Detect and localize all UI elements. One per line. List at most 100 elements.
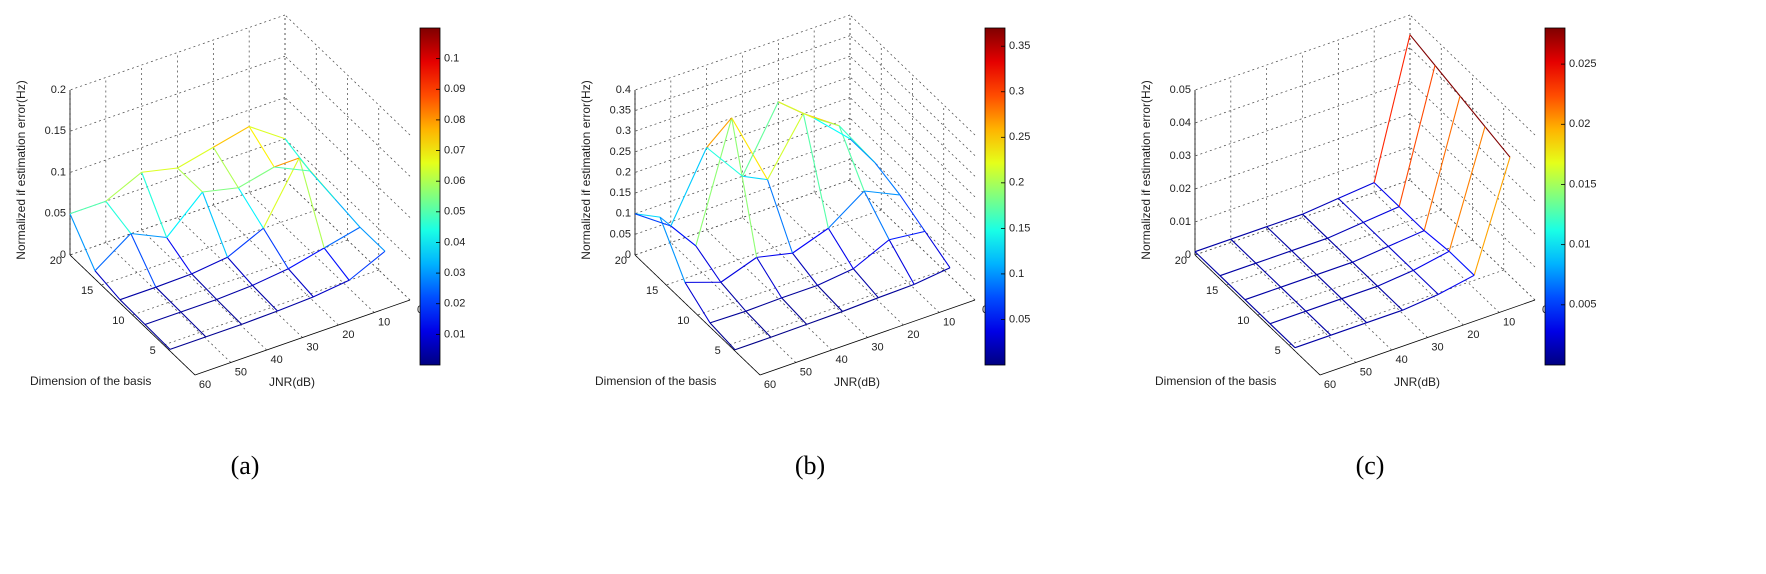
mesh-segment (205, 323, 242, 338)
mesh-segment (842, 297, 879, 312)
mesh-segment (852, 239, 890, 270)
mesh-segment (288, 247, 325, 270)
grid-line (849, 76, 976, 198)
mesh-segment (766, 179, 794, 254)
mesh-segment (1363, 206, 1400, 223)
x-tick-label: 50 (800, 366, 812, 378)
mesh-segment (348, 250, 386, 281)
mesh-segment (1448, 126, 1486, 252)
mesh-segment (1338, 182, 1375, 199)
y-tick-label: 20 (1175, 255, 1187, 267)
axis-line (1194, 254, 1321, 376)
grid-line (1409, 14, 1536, 136)
x-tick-label: 30 (1431, 341, 1443, 353)
mesh-segment (1327, 237, 1353, 263)
mesh-segment (684, 282, 711, 324)
mesh-segment (756, 257, 783, 299)
mesh-segment (1366, 309, 1403, 324)
mesh-segment (731, 117, 758, 258)
z-tick-label: 0.1 (51, 166, 66, 178)
mesh-segment (792, 252, 818, 286)
mesh-segment (287, 268, 314, 298)
mesh-segment (262, 157, 300, 229)
colorbar-tick-label: 0.15 (1009, 222, 1030, 234)
y-axis-label: Dimension of the basis (30, 374, 151, 388)
mesh-segment (1269, 323, 1296, 349)
mesh-segment (709, 322, 736, 351)
colorbar-tick-label: 0.005 (1569, 299, 1597, 311)
grid-line (1409, 146, 1536, 268)
mesh-segment (248, 125, 286, 140)
y-tick-label: 15 (1206, 285, 1218, 297)
mesh-segment (144, 311, 182, 326)
mesh-segment (191, 273, 218, 300)
grid-line (284, 179, 411, 301)
z-tick-label: 0 (625, 249, 631, 261)
mesh-segment (864, 190, 901, 196)
mesh-segment (1280, 286, 1307, 312)
mesh-segment (1448, 250, 1475, 276)
mesh-segment (817, 268, 854, 286)
grid-line (849, 35, 976, 156)
colorbar-tick-label: 0.02 (1569, 118, 1590, 130)
mesh-segment (1341, 298, 1368, 324)
z-tick-label: 0.05 (1170, 84, 1191, 96)
grid-line (284, 55, 411, 177)
mesh-segment (262, 227, 289, 270)
mesh-segment (1269, 310, 1307, 325)
grid-line (849, 14, 976, 136)
grid-line (1373, 192, 1500, 313)
y-tick-label: 10 (1237, 315, 1249, 327)
colorbar-tick-label: 0.015 (1569, 178, 1597, 190)
z-tick-label: 0.2 (616, 166, 631, 178)
z-tick-label: 0.2 (51, 84, 66, 96)
mesh-segment (1255, 250, 1292, 264)
mesh-segment (309, 170, 336, 200)
mesh-segment (888, 239, 915, 285)
chart-panel: 0102030405060510152000.050.10.150.2Norma… (14, 14, 465, 480)
mesh-segment (1305, 310, 1332, 336)
mesh-segment (94, 270, 121, 301)
z-tick-label: 0.02 (1170, 183, 1191, 195)
mesh-segment (105, 200, 132, 234)
z-tick-label: 0.03 (1170, 150, 1191, 162)
colorbar-tick-label: 0.01 (444, 328, 465, 340)
mesh-segment (166, 191, 203, 238)
chart-panel: 0102030405060510152000.050.10.150.20.250… (579, 14, 1030, 480)
mesh-segment (1352, 245, 1389, 263)
mesh-segment (191, 256, 228, 275)
mesh-segment (1316, 274, 1343, 300)
grid-line (742, 217, 868, 338)
colorbar-tick-label: 0.03 (444, 267, 465, 279)
mesh-segment (1373, 34, 1411, 183)
grid-line (1226, 209, 1442, 286)
mesh-segment (1373, 182, 1400, 207)
mesh-segment (1244, 286, 1282, 301)
mesh-segment (180, 299, 217, 313)
mesh-segment (105, 171, 143, 202)
grid-line (813, 192, 940, 313)
z-tick-label: 0.05 (45, 208, 66, 220)
grid-line (284, 14, 411, 136)
mesh-segment (1337, 198, 1364, 223)
mesh-segment (745, 310, 772, 338)
mesh-segment (1327, 221, 1364, 239)
mesh-segment (155, 273, 192, 288)
mesh-segment (1230, 226, 1267, 240)
mesh-segment (238, 166, 275, 189)
x-axis-label: JNR(dB) (1394, 375, 1440, 389)
colorbar-tick-label: 0.3 (1009, 86, 1024, 98)
mesh-segment (913, 267, 951, 285)
colorbar-tick-label: 0.01 (1569, 239, 1590, 251)
mesh-segment (1341, 285, 1378, 300)
mesh-segment (277, 296, 314, 312)
colorbar-tick-label: 0.08 (444, 114, 465, 126)
mesh-segment (1291, 250, 1318, 276)
mesh-segment (924, 231, 951, 269)
colorbar-tick-label: 0.05 (1009, 313, 1030, 325)
mesh-segment (1352, 261, 1378, 287)
y-axis-label: Dimension of the basis (1155, 374, 1276, 388)
mesh-segment (1255, 262, 1282, 288)
mesh-segment (781, 284, 818, 299)
